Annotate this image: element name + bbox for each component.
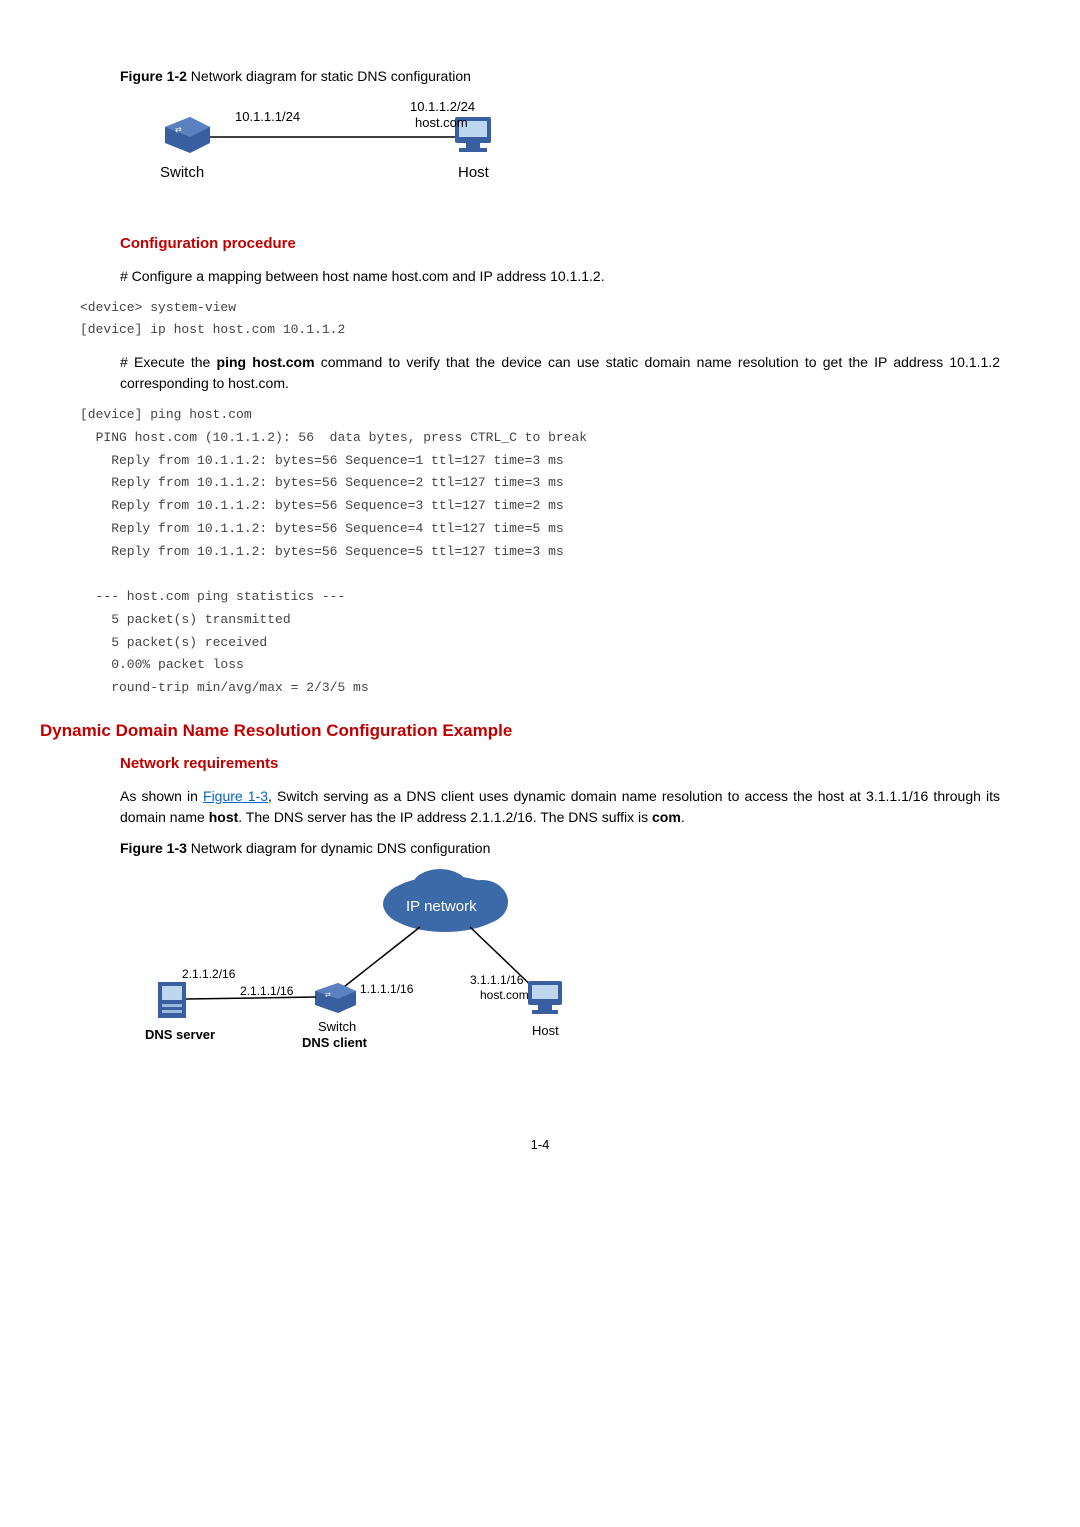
host-icon-2	[528, 981, 562, 1014]
config-procedure-heading: Configuration procedure	[120, 233, 1000, 256]
dns-server-label: DNS server	[145, 1027, 215, 1042]
verify-para: # Execute the ping host.com command to v…	[120, 352, 1000, 394]
switch-left-ip: 2.1.1.1/16	[240, 984, 294, 998]
ping-cmd: ping host.com	[217, 354, 315, 370]
dynamic-para: As shown in Figure 1-3, Switch serving a…	[120, 786, 1000, 828]
dynamic-heading: Dynamic Domain Name Resolution Configura…	[40, 718, 1000, 744]
hostname-2: host.com	[480, 988, 529, 1002]
switch-icon-2: ⇄	[315, 983, 356, 1013]
figure-1-2-title: Figure 1-2 Network diagram for static DN…	[120, 66, 1000, 87]
switch-label-2: Switch	[318, 1019, 356, 1034]
page-number: 1-4	[80, 1135, 1000, 1155]
figure-1-2-prefix: Figure 1-2	[120, 68, 187, 84]
code-block-1: <device> system-view [device] ip host ho…	[80, 297, 1000, 343]
switch-right-ip: 1.1.1.1/16	[360, 982, 414, 996]
switch-icon: ⇄	[165, 117, 210, 153]
hostname-label: host.com	[415, 115, 468, 130]
network-req-heading: Network requirements	[120, 753, 1000, 776]
dns-client-label: DNS client	[302, 1035, 368, 1050]
host-label-2: Host	[532, 1023, 559, 1038]
svg-text:⇄: ⇄	[175, 125, 182, 134]
switch-label: Switch	[160, 164, 204, 181]
host-ip-label: 10.1.1.2/24	[410, 99, 475, 114]
dns-ip: 2.1.1.2/16	[182, 967, 236, 981]
figure-1-2-diagram: ⇄ 10.1.1.1/24 10.1.1.2/24 host.com Switc…	[160, 97, 1000, 203]
dns-server-icon	[158, 982, 186, 1018]
config-intro: # Configure a mapping between host name …	[120, 266, 1000, 287]
figure-1-3-diagram: IP network ⇄	[140, 869, 1000, 1075]
cloud-icon: IP network	[383, 869, 508, 932]
code-block-2: [device] ping host.com PING host.com (10…	[80, 404, 1000, 700]
figure-1-3-title: Figure 1-3 Network diagram for dynamic D…	[120, 838, 1000, 859]
switch-ip-label: 10.1.1.1/24	[235, 109, 300, 124]
svg-text:⇄: ⇄	[325, 992, 331, 999]
host-label: Host	[458, 164, 490, 181]
cloud-label: IP network	[406, 898, 477, 915]
figure-1-3-link[interactable]: Figure 1-3	[203, 788, 268, 804]
figure-1-3-prefix: Figure 1-3	[120, 840, 187, 856]
figure-1-2-rest: Network diagram for static DNS configura…	[187, 68, 471, 84]
figure-1-3-rest: Network diagram for dynamic DNS configur…	[187, 840, 490, 856]
host-ip-2: 3.1.1.1/16	[470, 973, 524, 987]
